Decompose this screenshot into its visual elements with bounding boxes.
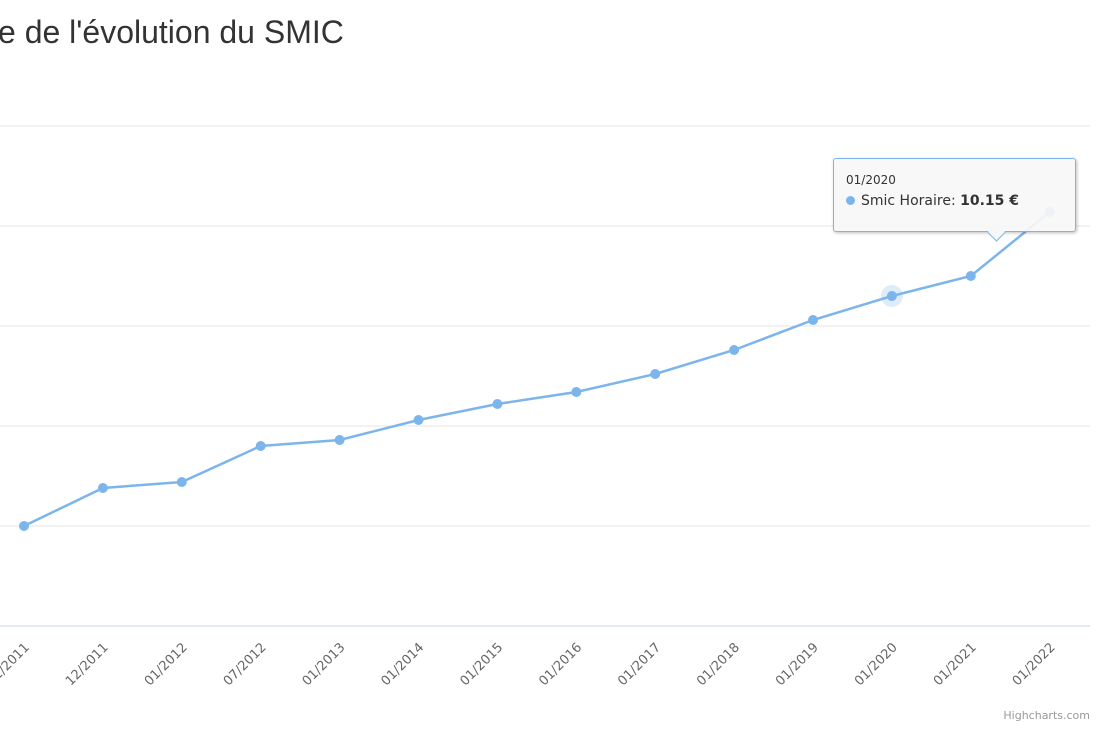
- data-point[interactable]: [255, 441, 266, 451]
- x-tick-label: 01/2017: [615, 640, 664, 689]
- data-point[interactable]: [492, 399, 503, 409]
- data-point[interactable]: [97, 483, 108, 493]
- x-tick-label: 01/2021: [931, 640, 980, 689]
- x-tick-label: 12/2011: [63, 640, 112, 689]
- data-point[interactable]: [176, 477, 187, 487]
- data-point[interactable]: [886, 291, 897, 301]
- chart-title: e de l'évolution du SMIC: [0, 14, 344, 50]
- data-point[interactable]: [808, 315, 818, 325]
- tooltip: 01/2020 Smic Horaire: 10.15 €: [833, 158, 1076, 242]
- x-tick-label: 01/2022: [1010, 640, 1059, 689]
- x-tick-label: 01/2013: [300, 640, 349, 689]
- x-tick-label: 01/2018: [694, 640, 743, 689]
- data-point[interactable]: [650, 369, 661, 379]
- tooltip-row: Smic Horaire: 10.15 €: [846, 193, 1019, 209]
- x-tick-label: 01/2019: [773, 640, 822, 689]
- x-tick-label: 01/2014: [379, 640, 428, 689]
- data-point[interactable]: [965, 271, 976, 281]
- tooltip-date: 01/2020: [846, 173, 896, 187]
- x-tick-label: 01/2020: [852, 640, 901, 689]
- x-tick-label: 01/2012: [142, 640, 191, 689]
- data-point[interactable]: [19, 521, 29, 531]
- tooltip-series: Smic Horaire: [861, 193, 951, 209]
- credits-link[interactable]: Highcharts.com: [1003, 709, 1090, 722]
- data-point[interactable]: [571, 387, 582, 397]
- data-point[interactable]: [334, 435, 345, 445]
- data-point[interactable]: [413, 415, 424, 425]
- x-tick-label: 01/2011: [0, 640, 33, 689]
- x-tick-label: 01/2016: [536, 640, 585, 689]
- x-tick-label: 07/2012: [221, 640, 270, 689]
- tooltip-value: 10.15 €: [960, 193, 1020, 209]
- series-marker-icon: [846, 196, 855, 205]
- data-point[interactable]: [729, 345, 740, 355]
- series-line: [23, 211, 1051, 528]
- x-tick-label: 01/2015: [457, 640, 506, 689]
